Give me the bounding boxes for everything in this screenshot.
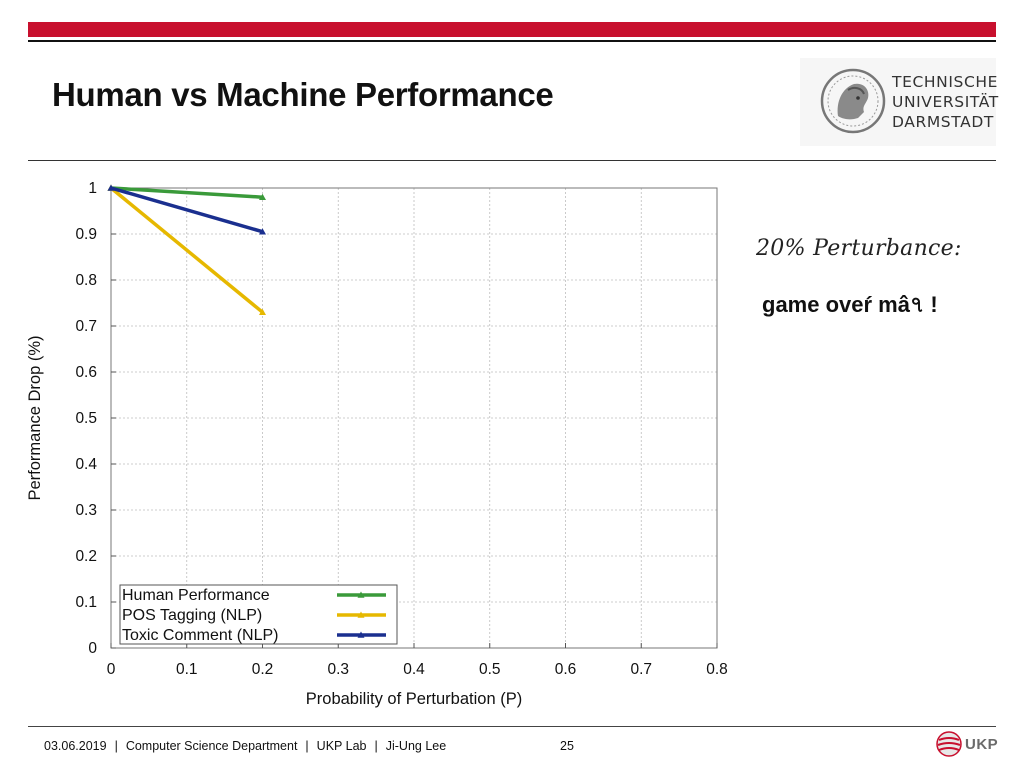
y-tick-label: 0.9 [75,226,97,243]
game-over-note: game oveŕ mâ৭ ! [762,292,938,317]
legend-label: Human Performance [122,587,270,604]
footer-separator: | [305,739,309,753]
y-axis-label: Performance Drop (%) [26,335,44,500]
y-tick-label: 0 [88,640,97,657]
y-tick-label: 0.2 [75,548,97,565]
perturbance-note: 20% Perturbance: [756,236,962,261]
university-logo: TECHNISCHE UNIVERSITÄT DARMSTADT [800,58,999,146]
y-tick-label: 0.8 [75,272,97,289]
series-line-0 [110,186,263,199]
chart-legend: Human Performance POS Tagging (NLP) Toxic … [119,584,398,645]
x-tick-label: 0.5 [479,661,501,678]
x-tick-label: 0.4 [403,661,425,678]
footer-lab: UKP Lab [316,739,367,753]
header-accent-bar [28,22,996,37]
series-point [259,228,266,235]
footer-rule [28,726,996,727]
ukp-logo-text: UKP [965,736,999,753]
logo-wordmark: TECHNISCHE UNIVERSITÄT DARMSTADT [892,72,999,132]
ukp-logo: UKP [935,730,999,760]
header-rule [28,40,996,42]
x-axis-label: Probability of Perturbation (P) [306,690,522,708]
footer-info: 03.06.2019 | Computer Science Department | U… [44,739,446,753]
series-point [259,308,266,315]
y-tick-label: 0.4 [75,456,97,473]
logo-line-2: UNIVERSITÄT [892,93,999,111]
footer-date: 03.06.2019 [44,739,107,753]
legend-marker [357,631,365,638]
logo-line-3: DARMSTADT [892,113,994,131]
logo-line-1: TECHNISCHE [892,73,999,91]
legend-marker [357,591,365,598]
series-point [259,193,266,200]
y-tick-label: 0.6 [75,364,97,381]
series-line-2 [110,186,263,234]
performance-chart: 0 0.1 0.2 0.3 0.4 0.5 0.6 0.7 0.8 0 0.1 0.2 0.3 0.4 0.… [26,180,728,708]
x-tick-label: 0.8 [706,661,728,678]
page-number: 25 [560,739,574,753]
slide-title: Human vs Machine Performance [52,76,554,113]
x-tick-label: 0 [107,661,116,678]
y-tick-label: 0.7 [75,318,97,335]
legend-label: Toxic Comment (NLP) [122,627,278,644]
x-tick-label: 0.3 [327,661,349,678]
x-tick-label: 0.2 [252,661,274,678]
footer-separator: | [114,739,118,753]
y-tick-label: 0.1 [75,594,97,611]
y-tick-label: 1 [88,180,97,197]
athena-seal-icon [820,68,886,134]
title-separator [28,160,996,161]
series-point [107,184,115,191]
y-tick-label: 0.5 [75,410,97,427]
y-tick-label: 0.3 [75,502,97,519]
footer-department: Computer Science Department [125,739,298,753]
legend-marker [357,611,365,618]
footer-author: Ji-Ung Lee [385,739,447,753]
legend-label: POS Tagging (NLP) [122,607,262,624]
series-line-1 [109,186,264,314]
x-tick-label: 0.7 [630,661,652,678]
x-tick-label: 0.1 [176,661,198,678]
footer-separator: | [374,739,378,753]
ukp-globe-icon [936,731,962,757]
x-tick-label: 0.6 [555,661,577,678]
